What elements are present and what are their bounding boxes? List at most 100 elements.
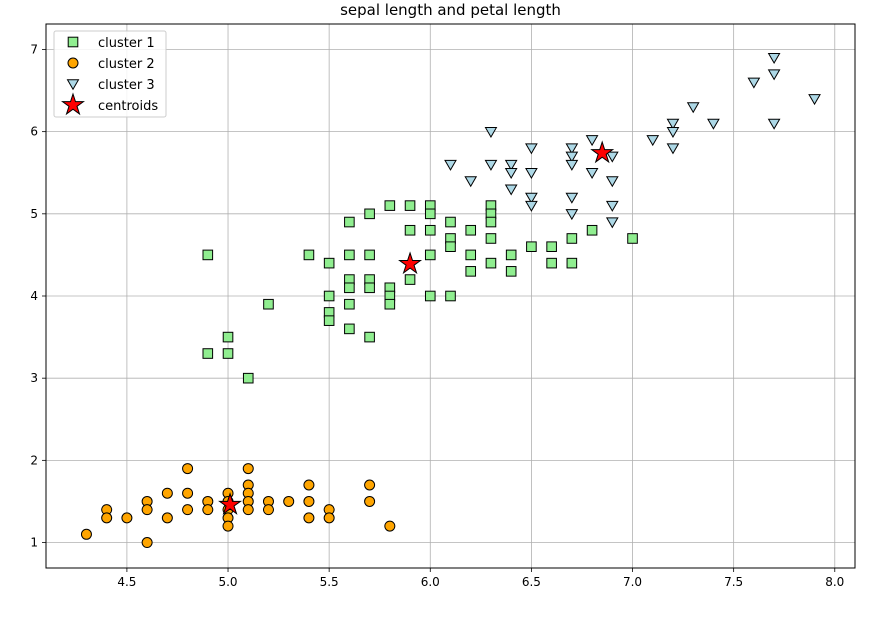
cluster-2-point [364,495,376,507]
cluster-1-point [364,249,375,261]
cluster-3-point [585,135,599,147]
x-tick-label: 7.5 [724,575,743,589]
cluster-1-point [485,216,497,228]
cluster-1-point [404,200,416,211]
legend-marker-cluster-3 [66,79,80,91]
cluster-3-point [484,126,498,138]
cluster-3-point [504,168,518,180]
cluster-1-point [465,249,477,261]
cluster-3-point [605,176,619,188]
x-tick-label: 7.0 [623,575,642,589]
cluster-3-point [565,151,579,163]
legend-label-centroids: centroids [98,99,158,114]
x-tick-label: 6.5 [522,575,541,589]
x-axis: 4.5 5.0 5.5 6.0 6.5 7.0 7.5 8.0 [117,568,844,589]
data-points [80,52,821,549]
cluster-3-point [707,118,720,130]
cluster-1-point [242,372,254,384]
centroid-marker [218,492,243,515]
cluster-1-point [546,257,557,269]
cluster-3-point [605,217,619,229]
cluster-3-point [666,118,680,130]
cluster-1-point [344,282,355,294]
cluster-3-point [605,200,619,212]
grid-lines [46,24,855,568]
cluster-2-point [242,504,254,516]
cluster-1-point [202,348,214,359]
cluster-2-point [182,487,194,499]
y-tick-label: 3 [30,371,38,385]
legend-box [53,30,167,118]
y-tick-label: 1 [30,536,38,550]
cluster-1-point [263,298,274,310]
cluster-2-point [141,537,153,549]
legend-label-cluster-2: cluster 2 [98,57,155,72]
cluster-1-point [344,298,355,310]
centroid-marker [398,251,423,275]
cluster-1-point [344,216,355,228]
cluster-1-point [465,224,477,236]
cluster-3-point [646,135,660,147]
cluster-2-point [222,520,234,532]
y-axis: 1 2 3 4 5 6 7 [30,42,46,550]
cluster-1-point [505,249,517,261]
cluster-1-point [505,266,517,277]
cluster-1-point [546,241,557,252]
cluster-1-point [566,233,578,244]
cluster-3-point [686,102,700,114]
cluster-1-point [424,290,436,302]
cluster-3-point [605,151,619,163]
cluster-3-point [747,77,761,89]
cluster-3-point [525,192,538,204]
cluster-3-point [565,159,579,171]
cluster-1-point [424,208,436,220]
cluster-3-point [504,184,518,196]
cluster-2-point [364,479,376,491]
cluster-1-point [586,224,598,236]
plot-frame [45,23,856,569]
cluster-3-point [504,159,518,171]
cluster-3-point [666,126,680,138]
cluster-3-point [444,159,457,171]
x-tick-label: 6.0 [421,575,440,589]
cluster-3-point [525,143,538,155]
cluster-1-point [384,200,396,211]
x-tick-label: 8.0 [825,575,844,589]
cluster-3-point [565,192,579,204]
cluster-2-point [141,504,153,516]
cluster-3-point [767,69,781,81]
cluster-2-point [161,487,173,499]
cluster-2-point [323,512,335,524]
legend-marker-centroids [61,92,85,116]
y-tick-label: 7 [30,42,38,56]
legend-marker-cluster-2 [67,57,79,69]
cluster-1-point [424,224,436,236]
y-tick-label: 4 [30,289,38,303]
cluster-1-point [404,274,416,285]
cluster-2-point [262,504,274,516]
cluster-1-point [303,249,315,261]
cluster-1-point [465,266,477,277]
cluster-1-point [445,241,456,252]
cluster-1-point [404,224,416,236]
legend-label-cluster-1: cluster 1 [98,36,155,51]
cluster-2-point [80,528,92,540]
cluster-1-point [323,315,335,326]
cluster-1-point [627,233,638,244]
cluster-2-point [303,512,315,524]
cluster-1-point [364,331,375,343]
cluster-1-point [364,208,375,220]
cluster-1-point [485,233,497,244]
cluster-2-point [161,512,173,524]
cluster-1-point [485,257,497,269]
cluster-2-point [202,504,214,516]
legend-label-cluster-3: cluster 3 [98,78,155,93]
cluster-1-point [323,257,335,269]
cluster-2-point [182,463,194,475]
cluster-1-point [445,216,456,228]
cluster-1-point [445,290,456,302]
cluster-2-point [121,512,133,524]
cluster-2-point [283,495,295,507]
cluster-1-point [424,249,436,261]
